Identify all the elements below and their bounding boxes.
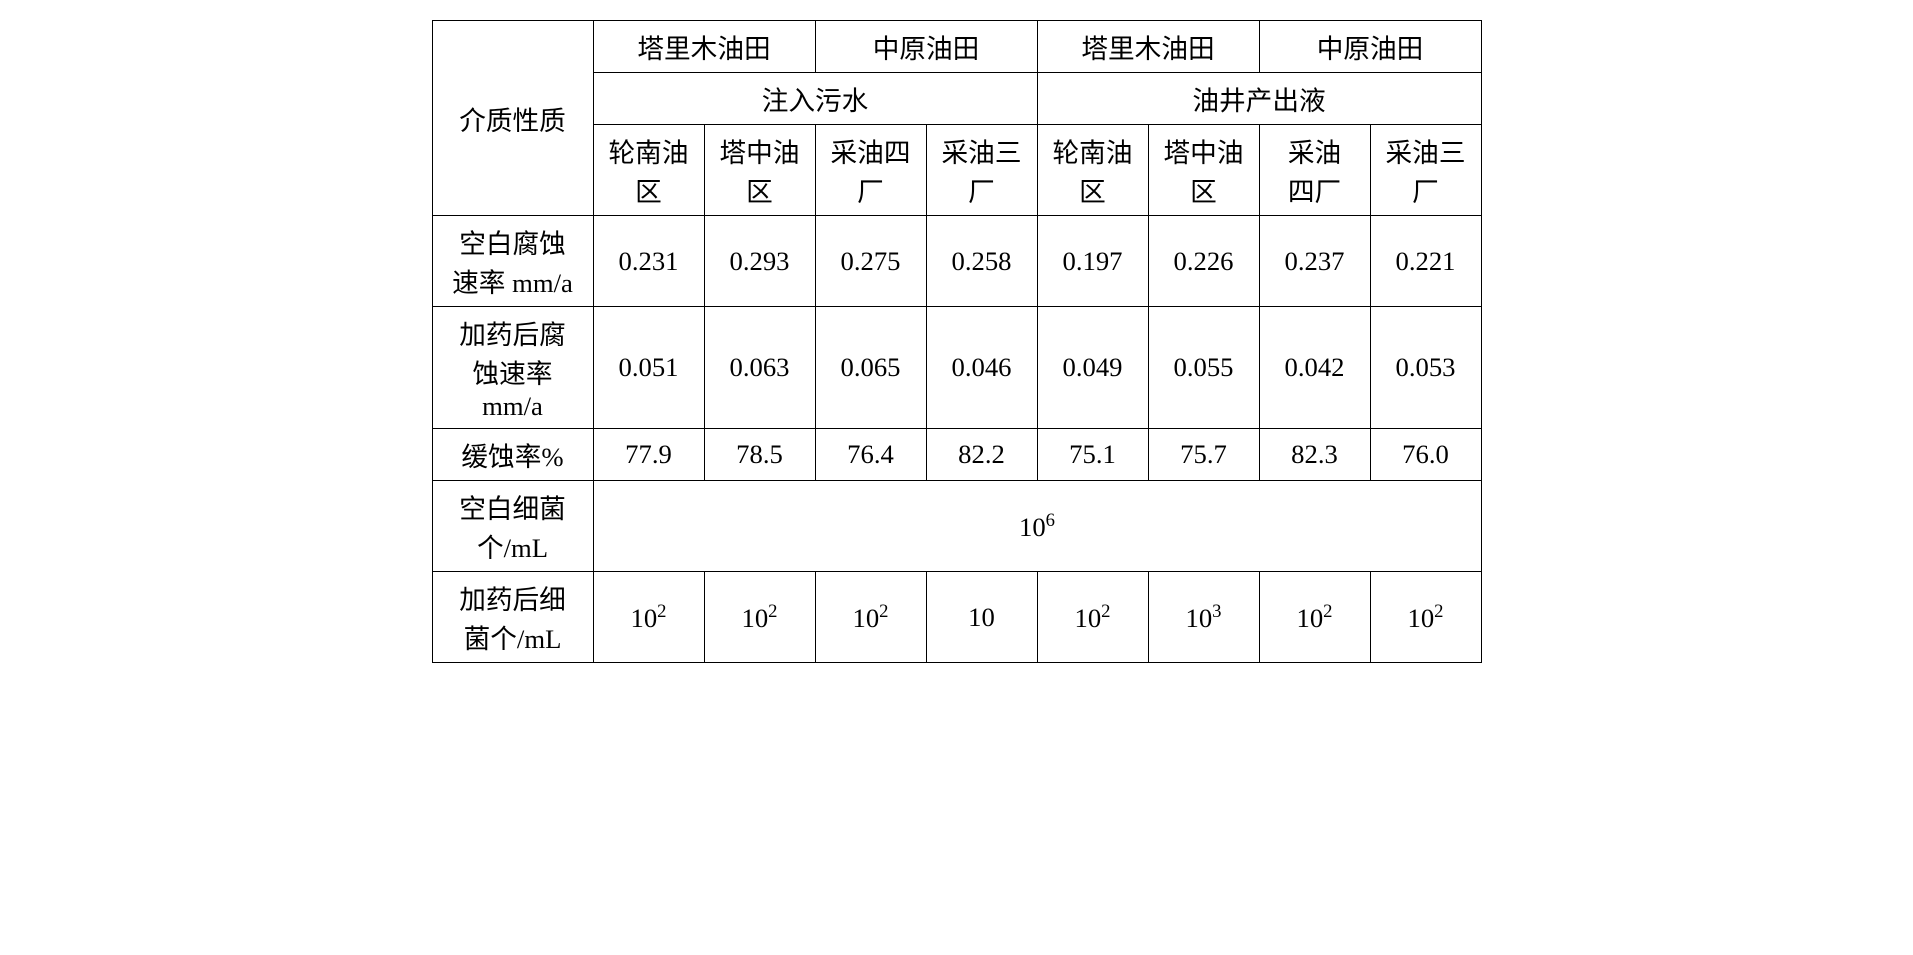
sub-header-5: 塔中油区 — [1148, 125, 1259, 216]
top-group-2: 塔里木油田 — [1037, 21, 1259, 73]
sub-header-1: 塔中油区 — [704, 125, 815, 216]
sub-header-2: 采油四厂 — [815, 125, 926, 216]
table-header: 介质性质 塔里木油田 中原油田 塔里木油田 中原油田 注入污水 油井产出液 轮南… — [432, 21, 1481, 216]
data-cell: 75.1 — [1037, 429, 1148, 481]
data-cell: 82.2 — [926, 429, 1037, 481]
mid-group-1: 油井产出液 — [1037, 73, 1481, 125]
data-cell: 76.4 — [815, 429, 926, 481]
top-group-3: 中原油田 — [1259, 21, 1481, 73]
data-cell: 82.3 — [1259, 429, 1370, 481]
row-label: 空白细菌个/mL — [432, 481, 593, 572]
data-cell: 77.9 — [593, 429, 704, 481]
row-label: 加药后细菌个/mL — [432, 572, 593, 663]
table-row: 空白腐蚀速率 mm/a0.2310.2930.2750.2580.1970.22… — [432, 216, 1481, 307]
data-cell: 0.063 — [704, 307, 815, 429]
data-cell: 0.197 — [1037, 216, 1148, 307]
table-row: 加药后细菌个/mL10210210210102103102102 — [432, 572, 1481, 663]
col-header-label: 介质性质 — [432, 21, 593, 216]
sub-header-3: 采油三厂 — [926, 125, 1037, 216]
data-cell: 0.221 — [1370, 216, 1481, 307]
sub-header-4: 轮南油区 — [1037, 125, 1148, 216]
table-body: 空白腐蚀速率 mm/a0.2310.2930.2750.2580.1970.22… — [432, 216, 1481, 663]
data-table: 介质性质 塔里木油田 中原油田 塔里木油田 中原油田 注入污水 油井产出液 轮南… — [432, 20, 1482, 663]
data-cell: 0.231 — [593, 216, 704, 307]
data-cell: 103 — [1148, 572, 1259, 663]
data-cell: 102 — [1370, 572, 1481, 663]
data-cell: 0.275 — [815, 216, 926, 307]
table-row: 缓蚀率%77.978.576.482.275.175.782.376.0 — [432, 429, 1481, 481]
data-cell: 10 — [926, 572, 1037, 663]
data-cell: 102 — [1037, 572, 1148, 663]
row-label: 空白腐蚀速率 mm/a — [432, 216, 593, 307]
top-group-1: 中原油田 — [815, 21, 1037, 73]
data-cell: 0.049 — [1037, 307, 1148, 429]
data-cell: 0.226 — [1148, 216, 1259, 307]
top-group-0: 塔里木油田 — [593, 21, 815, 73]
data-cell: 0.258 — [926, 216, 1037, 307]
row-label: 加药后腐蚀速率mm/a — [432, 307, 593, 429]
data-cell: 102 — [815, 572, 926, 663]
data-cell: 102 — [593, 572, 704, 663]
sub-header-0: 轮南油区 — [593, 125, 704, 216]
data-cell: 0.046 — [926, 307, 1037, 429]
merged-cell: 106 — [593, 481, 1481, 572]
sub-header-6: 采油四厂 — [1259, 125, 1370, 216]
row-label: 缓蚀率% — [432, 429, 593, 481]
table-row: 空白细菌个/mL106 — [432, 481, 1481, 572]
table-row: 加药后腐蚀速率mm/a0.0510.0630.0650.0460.0490.05… — [432, 307, 1481, 429]
data-cell: 102 — [1259, 572, 1370, 663]
mid-group-0: 注入污水 — [593, 73, 1037, 125]
data-cell: 78.5 — [704, 429, 815, 481]
data-cell: 0.293 — [704, 216, 815, 307]
data-cell: 102 — [704, 572, 815, 663]
data-cell: 0.042 — [1259, 307, 1370, 429]
data-cell: 0.055 — [1148, 307, 1259, 429]
data-cell: 0.053 — [1370, 307, 1481, 429]
data-cell: 76.0 — [1370, 429, 1481, 481]
data-cell: 0.237 — [1259, 216, 1370, 307]
data-cell: 0.065 — [815, 307, 926, 429]
data-cell: 0.051 — [593, 307, 704, 429]
sub-header-7: 采油三厂 — [1370, 125, 1481, 216]
data-cell: 75.7 — [1148, 429, 1259, 481]
